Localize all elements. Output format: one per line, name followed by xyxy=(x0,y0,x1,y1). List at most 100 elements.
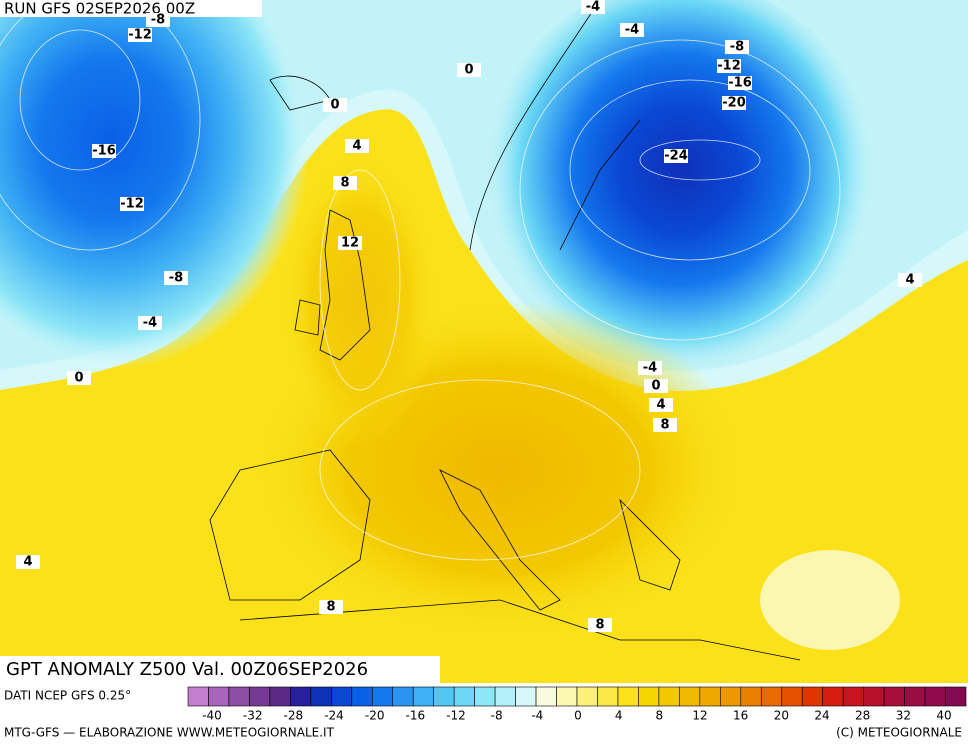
colorbar-swatch xyxy=(228,686,250,707)
contour-label-bg xyxy=(638,361,662,375)
colorbar-tick-label: 4 xyxy=(615,709,623,723)
colorbar-swatch xyxy=(269,686,291,707)
colorbar-swatch xyxy=(351,686,373,707)
contours xyxy=(0,0,841,561)
contour-label-bg xyxy=(588,618,612,632)
contour-label-bg xyxy=(164,271,188,285)
contour-label: -20 xyxy=(722,96,746,111)
colorbar-swatch xyxy=(290,686,312,707)
colorbar-tick-label: -12 xyxy=(446,709,466,723)
colorbar-swatch xyxy=(679,686,701,707)
high-pressure xyxy=(280,150,440,450)
colorbar-swatch xyxy=(392,686,414,707)
map-title: GPT ANOMALY Z500 Val. 00Z06SEP2026 xyxy=(6,659,368,680)
colorbar-swatch xyxy=(740,686,762,707)
coastlines xyxy=(209,0,801,661)
contour-label-bg xyxy=(664,149,688,163)
contour-label-bg xyxy=(649,398,673,412)
contour-label: 4 xyxy=(656,398,665,413)
contour-label-bg xyxy=(319,600,343,614)
contour-label: 0 xyxy=(651,379,660,394)
contour-label: -4 xyxy=(143,316,157,331)
colorbar-tick-label: -24 xyxy=(324,709,344,723)
contour-label-bg xyxy=(345,139,369,153)
colorbar-tick-label: 16 xyxy=(733,709,748,723)
colorbar-tick-label: -8 xyxy=(491,709,503,723)
contour-label: -24 xyxy=(664,149,688,164)
colorbar-tick-label: 28 xyxy=(855,709,870,723)
contour-label: 12 xyxy=(341,236,359,251)
colorbar-swatch xyxy=(781,686,803,707)
footer-left: MTG-GFS — ELABORAZIONE WWW.METEOGIORNALE… xyxy=(4,726,335,740)
contour-label-bg xyxy=(457,63,481,77)
contour-label: 8 xyxy=(326,600,335,615)
contour-label-bg xyxy=(323,98,347,112)
contour-label-bg xyxy=(725,40,749,54)
map xyxy=(0,0,968,683)
colorbar-swatch xyxy=(494,686,516,707)
contour-label: 4 xyxy=(352,139,361,154)
colorbar-swatch xyxy=(924,686,946,707)
colorbar-swatch xyxy=(310,686,332,707)
colorbar-swatch xyxy=(535,686,557,707)
contour-label-bg xyxy=(16,555,40,569)
colorbar-swatch xyxy=(617,686,639,707)
colorbar-swatch xyxy=(187,686,209,707)
contour-label-bg xyxy=(717,59,741,73)
contour-label: 8 xyxy=(340,176,349,191)
colorbar-swatch xyxy=(883,686,905,707)
colorbar-tick-label: -20 xyxy=(365,709,385,723)
colorbar-tick-label: -40 xyxy=(202,709,222,723)
contour-labels: -8-12-16-12-8-40048120-4-4-8-12-16-20-24… xyxy=(16,0,922,633)
contour-label: -8 xyxy=(169,271,183,286)
contour-label-bg xyxy=(333,176,357,190)
title-box xyxy=(0,656,440,683)
colorbar-swatch xyxy=(801,686,823,707)
colorbar-swatch xyxy=(556,686,578,707)
contour-label: 8 xyxy=(660,418,669,433)
contour-label: -4 xyxy=(586,0,600,15)
colorbar-tick-label: 20 xyxy=(774,709,789,723)
contour-label-bg xyxy=(67,371,91,385)
colorbar-tick-label: 0 xyxy=(574,709,582,723)
contour-label-bg xyxy=(92,144,116,158)
footer-right: (C) METEOGIORNALE xyxy=(836,726,962,740)
colorbar-swatch xyxy=(597,686,619,707)
colorbar-swatch xyxy=(331,686,353,707)
contour-label-bg xyxy=(146,13,170,27)
contour-label-bg xyxy=(128,28,152,42)
contour-label-bg xyxy=(728,76,752,90)
contour-label: 8 xyxy=(595,618,604,633)
contour-label: 4 xyxy=(23,555,32,570)
colorbar: -40 -32 -28 -24 -20 -16 -12 -8 -4 0 4 8 12 16 20 24 28 32… xyxy=(187,686,967,723)
weak-area xyxy=(760,550,900,650)
colorbar-swatch xyxy=(863,686,885,707)
colorbar-swatch xyxy=(945,686,967,707)
contour-label-bg xyxy=(581,0,605,14)
colorbar-tick-label: 12 xyxy=(692,709,707,723)
colorbar-tick-label: -4 xyxy=(531,709,543,723)
contour-label-bg xyxy=(653,418,677,432)
colorbar-swatch xyxy=(371,686,394,707)
contour-label-bg xyxy=(138,316,162,330)
colorbar-swatch xyxy=(720,686,742,707)
contour-label-bg xyxy=(120,197,144,211)
contour-label: 0 xyxy=(330,98,339,113)
contour-label: -12 xyxy=(120,197,144,212)
contour-label: -8 xyxy=(151,13,165,28)
colorbar-tick-label: 24 xyxy=(814,709,829,723)
contour-label: -4 xyxy=(643,361,657,376)
colorbar-swatch xyxy=(576,686,598,707)
colorbar-tick-label: -16 xyxy=(406,709,426,723)
colorbar-swatch xyxy=(842,686,864,707)
low-pressure xyxy=(0,0,310,370)
colorbar-swatch xyxy=(208,686,230,707)
colorbar-swatch xyxy=(412,686,434,707)
colorbar-tick-label: 8 xyxy=(656,709,664,723)
contour-label: -16 xyxy=(92,144,116,159)
colorbar-swatch xyxy=(249,686,271,707)
colorbar-tick-label: 32 xyxy=(896,709,911,723)
contour-label-bg xyxy=(644,379,668,393)
colorbar-tick-label: -28 xyxy=(284,709,304,723)
